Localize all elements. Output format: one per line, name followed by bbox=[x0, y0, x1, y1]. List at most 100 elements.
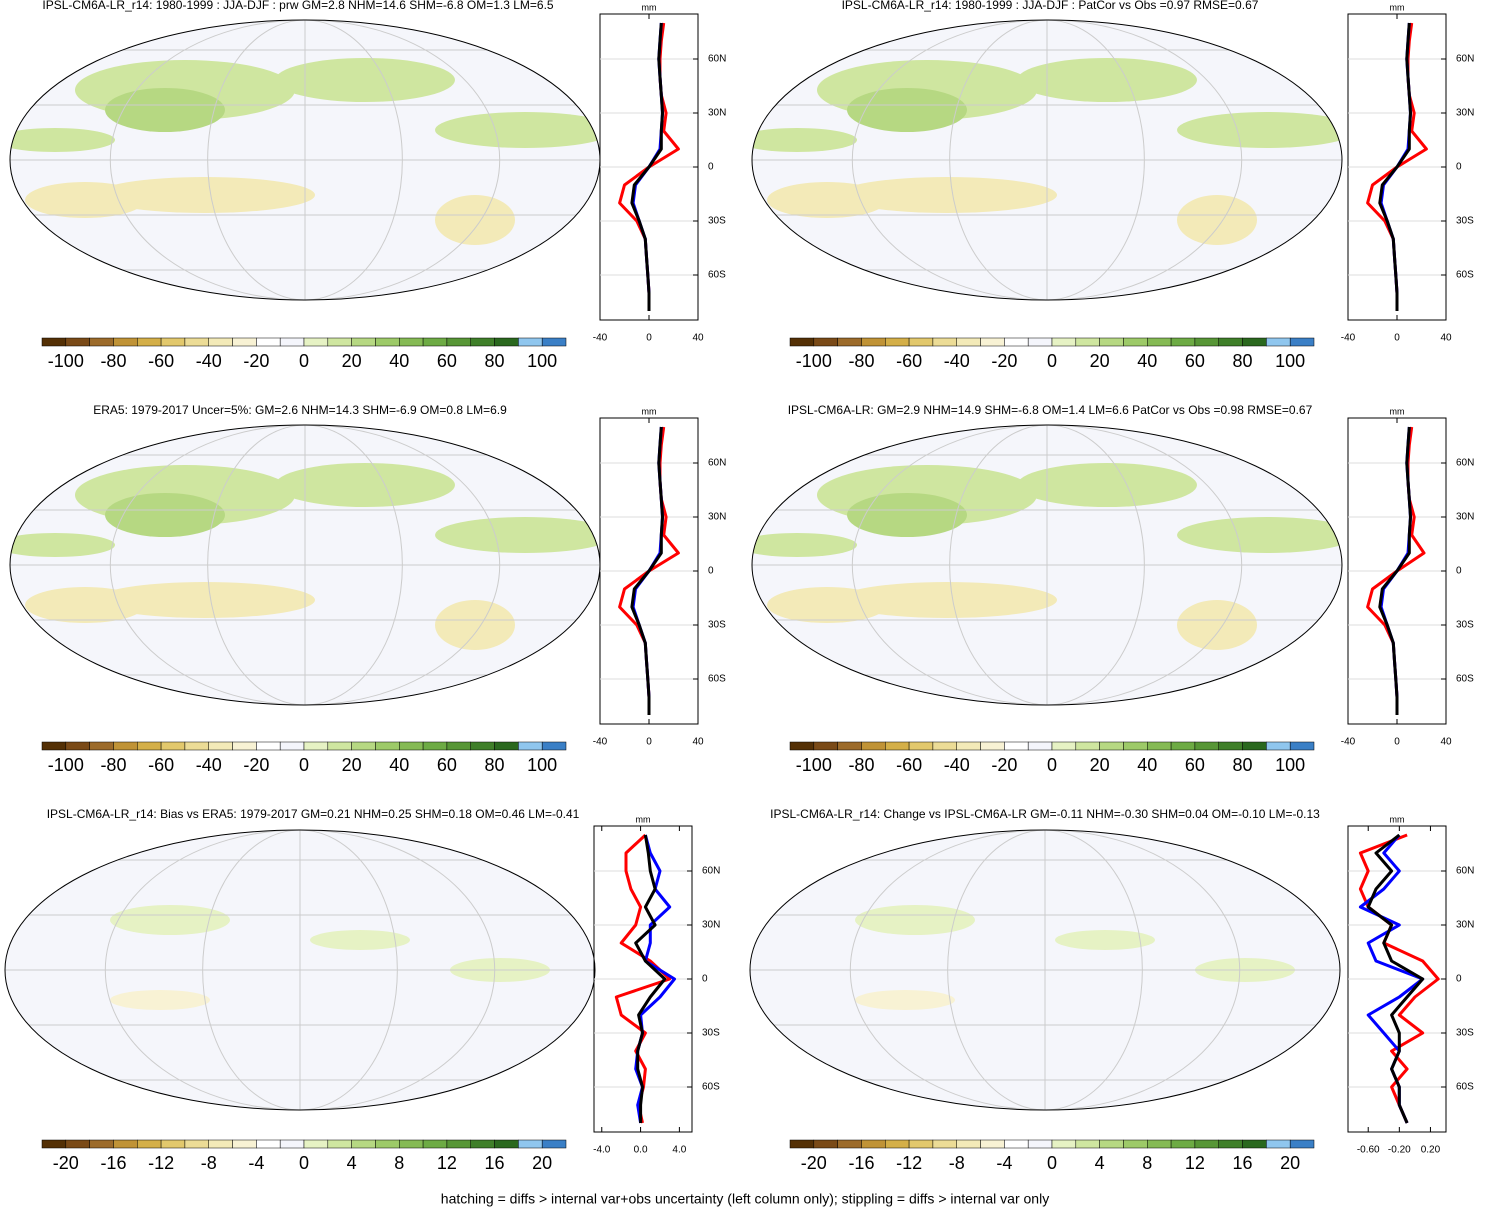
map-shading bbox=[1017, 463, 1197, 507]
colorbar-label: 20 bbox=[342, 351, 362, 371]
colorbar-label: 0 bbox=[299, 351, 309, 371]
meridian bbox=[207, 425, 403, 705]
colorbar-label: 60 bbox=[1185, 755, 1205, 775]
colorbar-label: -60 bbox=[148, 351, 174, 371]
x-tick-label: 40 bbox=[1440, 333, 1452, 344]
colorbar-box bbox=[1004, 741, 1029, 751]
colorbar-box bbox=[113, 337, 138, 347]
colorbar-label: 100 bbox=[1275, 351, 1305, 371]
colorbar-box bbox=[279, 337, 305, 347]
colorbar-box bbox=[1242, 337, 1267, 347]
colorbar-box bbox=[137, 741, 162, 751]
map-shading bbox=[10, 533, 115, 557]
y-tick-label: 30N bbox=[1456, 920, 1474, 931]
colorbar-label: 12 bbox=[437, 1153, 457, 1173]
colorbar-box bbox=[1266, 741, 1291, 751]
colorbar-label: -8 bbox=[201, 1153, 217, 1173]
colorbar-label: -20 bbox=[991, 755, 1017, 775]
meridian bbox=[104, 830, 496, 1110]
colorbar-box bbox=[908, 337, 934, 347]
colorbar-box bbox=[980, 1139, 1005, 1149]
colorbar-box bbox=[1051, 741, 1077, 751]
x-tick-label: 0 bbox=[1394, 333, 1400, 344]
colorbar-label: 80 bbox=[485, 351, 505, 371]
colorbar-box bbox=[1266, 1139, 1291, 1149]
colorbar-label: 20 bbox=[1090, 351, 1110, 371]
colorbar-box bbox=[885, 337, 910, 347]
map-shading bbox=[1177, 600, 1257, 650]
colorbar-box bbox=[1218, 741, 1243, 751]
colorbar-label: 4 bbox=[1095, 1153, 1105, 1173]
colorbar-box bbox=[1147, 741, 1172, 751]
colorbar-label: -60 bbox=[896, 755, 922, 775]
map-shading bbox=[25, 587, 145, 623]
y-tick-label: 30N bbox=[708, 108, 726, 119]
colorbar-box bbox=[184, 1139, 209, 1149]
panel-title: IPSL-CM6A-LR_r14: Bias vs ERA5: 1979-201… bbox=[47, 807, 580, 821]
map-shading bbox=[752, 128, 857, 152]
colorbar-box bbox=[422, 337, 448, 347]
colorbar-box bbox=[837, 337, 862, 347]
colorbar-box bbox=[65, 337, 90, 347]
colorbar-box bbox=[861, 1139, 886, 1149]
map bbox=[752, 20, 1342, 300]
colorbar-box bbox=[160, 1139, 186, 1149]
colorbar-box bbox=[541, 1139, 567, 1149]
colorbar-box bbox=[1218, 1139, 1243, 1149]
colorbar-label: -20 bbox=[243, 351, 269, 371]
colorbar-box bbox=[184, 741, 209, 751]
colorbar-box bbox=[327, 1139, 352, 1149]
colorbar-box bbox=[932, 337, 957, 347]
colorbar-box bbox=[956, 1139, 981, 1149]
y-tick-label: 0 bbox=[1456, 974, 1462, 985]
map-shading bbox=[435, 600, 515, 650]
zonal-mean-line bbox=[630, 22, 664, 311]
colorbar-box bbox=[184, 337, 209, 347]
colorbar-box bbox=[137, 1139, 162, 1149]
map-shading bbox=[95, 582, 315, 618]
colorbar-box bbox=[160, 337, 186, 347]
y-tick-label: 60S bbox=[708, 674, 726, 685]
colorbar-label: 8 bbox=[394, 1153, 404, 1173]
colorbar-label: -80 bbox=[848, 351, 874, 371]
meridian bbox=[949, 425, 1145, 705]
colorbar-box bbox=[89, 337, 114, 347]
map-shading bbox=[1017, 58, 1197, 102]
meridian bbox=[949, 20, 1145, 300]
panel-title: ERA5: 1979-2017 Uncer=5%: GM=2.6 NHM=14.… bbox=[93, 403, 507, 417]
colorbar-box bbox=[327, 337, 352, 347]
colorbar-box bbox=[208, 337, 233, 347]
colorbar-box bbox=[446, 741, 471, 751]
colorbar-label: -100 bbox=[48, 351, 84, 371]
colorbar-box bbox=[399, 1139, 424, 1149]
map-shading bbox=[767, 587, 887, 623]
zonal-mean-line bbox=[1378, 22, 1412, 311]
colorbar-box bbox=[422, 1139, 448, 1149]
map-border bbox=[751, 424, 1343, 706]
map bbox=[10, 20, 600, 300]
colorbar-label: -80 bbox=[100, 755, 126, 775]
colorbar-box bbox=[470, 337, 495, 347]
colorbar-box bbox=[1266, 337, 1291, 347]
colorbar-box bbox=[1289, 741, 1315, 751]
colorbar-box bbox=[1075, 337, 1100, 347]
colorbar-box bbox=[470, 1139, 495, 1149]
colorbar-box bbox=[494, 337, 519, 347]
x-axis-label: mm bbox=[636, 814, 651, 824]
y-tick-label: 30N bbox=[702, 920, 720, 931]
colorbar-box bbox=[399, 337, 424, 347]
colorbar-box bbox=[65, 741, 90, 751]
colorbar-label: 60 bbox=[437, 755, 457, 775]
colorbar-box bbox=[327, 741, 352, 751]
colorbar-label: -40 bbox=[944, 351, 970, 371]
colorbar-label: -20 bbox=[991, 351, 1017, 371]
colorbar-box bbox=[446, 1139, 471, 1149]
colorbar-box bbox=[1194, 1139, 1219, 1149]
colorbar-box bbox=[1242, 1139, 1267, 1149]
y-tick-label: 30N bbox=[1456, 108, 1474, 119]
colorbar-box bbox=[980, 741, 1005, 751]
colorbar-label: 80 bbox=[485, 755, 505, 775]
map-shading bbox=[110, 905, 230, 935]
colorbar-box bbox=[279, 1139, 305, 1149]
colorbar-box bbox=[789, 1139, 815, 1149]
